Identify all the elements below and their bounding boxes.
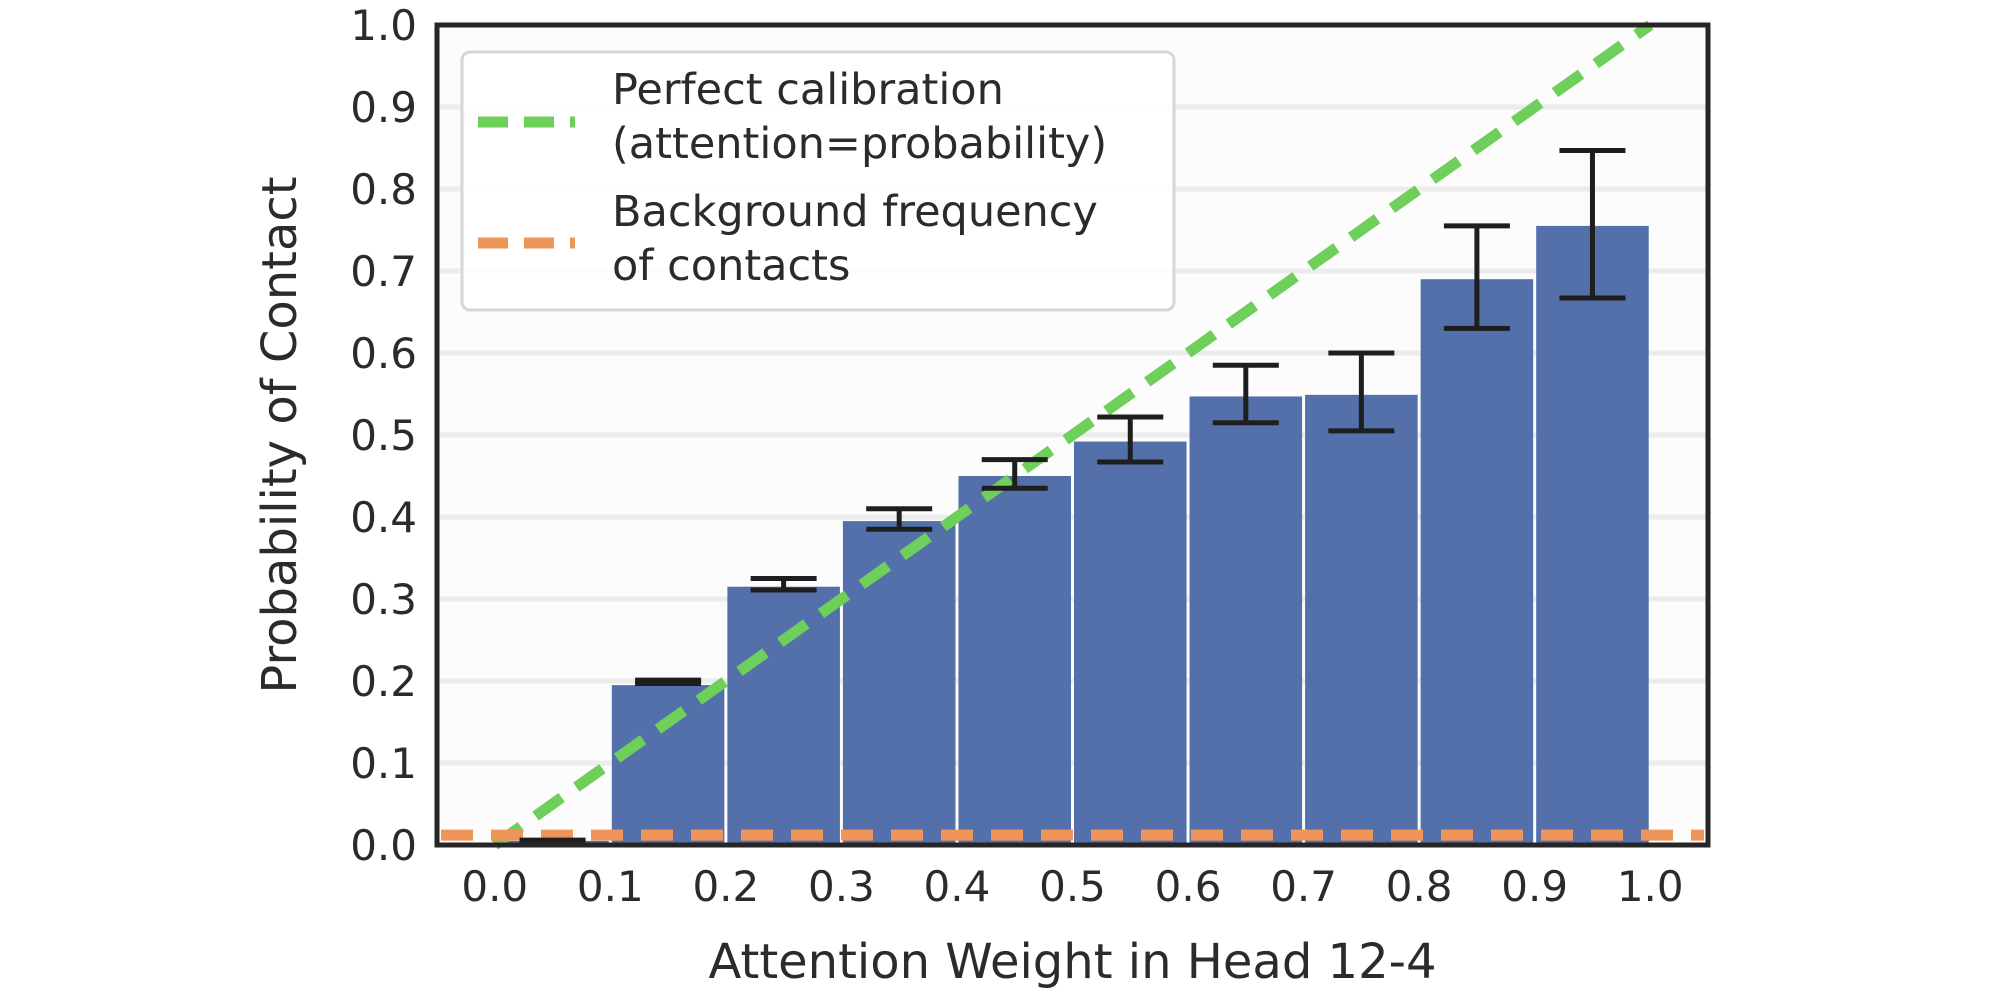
bar-6 — [1189, 396, 1303, 845]
y-tick-label-2: 0.2 — [350, 657, 417, 706]
bar-1 — [611, 685, 725, 845]
error-bar-2 — [750, 576, 817, 593]
error-bar-4 — [981, 457, 1048, 491]
x-tick-label-5: 0.5 — [1039, 862, 1106, 911]
legend-label-background-line2: of contacts — [612, 241, 850, 291]
legend-label-calibration-line2: (attention=probability) — [612, 119, 1107, 169]
x-tick-label-7: 0.7 — [1270, 862, 1337, 911]
bar-3 — [842, 521, 956, 845]
bar-7 — [1305, 394, 1418, 845]
y-axis-label: Probability of Contact — [252, 176, 308, 693]
bar-8 — [1420, 279, 1534, 845]
legend-label-background-line1: Background frequency — [612, 187, 1098, 237]
y-tick-label-8: 0.8 — [350, 165, 417, 214]
perfect-calibration-line — [491, 20, 1654, 850]
x-tick-label-4: 0.4 — [924, 862, 991, 911]
y-tick-label-4: 0.4 — [350, 493, 417, 542]
x-axis-label: Attention Weight in Head 12-4 — [709, 934, 1437, 990]
y-tick-label-6: 0.6 — [350, 329, 417, 378]
error-bar-6 — [1212, 362, 1279, 426]
x-tick-labels: 0.0 0.1 0.2 0.3 0.4 0.5 0.6 0.7 0.8 0.9 1.0 — [461, 862, 1683, 911]
legend-label-calibration-line1: Perfect calibration — [612, 65, 1004, 115]
bar-5 — [1074, 441, 1187, 845]
error-bar-3 — [866, 506, 933, 532]
x-tick-label-6: 0.6 — [1155, 862, 1222, 911]
plot-frame — [434, 22, 1711, 848]
x-tick-label-10: 1.0 — [1617, 862, 1684, 911]
y-tick-label-5: 0.5 — [350, 411, 417, 460]
x-tick-label-9: 0.9 — [1501, 862, 1568, 911]
error-bars — [519, 147, 1626, 846]
x-tick-label-8: 0.8 — [1386, 862, 1453, 911]
y-tick-label-0: 0.0 — [350, 821, 417, 870]
y-tick-label-7: 0.7 — [350, 247, 417, 296]
bars — [496, 225, 1649, 845]
y-tick-labels: 0.0 0.1 0.2 0.3 0.4 0.5 0.6 0.7 0.8 0.9 1.0 — [350, 1, 417, 870]
reference-lines — [441, 20, 1704, 850]
bar-9 — [1536, 225, 1649, 845]
x-tick-label-2: 0.2 — [692, 862, 759, 911]
y-tick-label-10: 1.0 — [350, 1, 417, 50]
x-tick-label-1: 0.1 — [577, 862, 644, 911]
error-bar-8 — [1443, 223, 1510, 331]
y-tick-label-3: 0.3 — [350, 575, 417, 624]
y-tick-label-9: 0.9 — [350, 83, 417, 132]
x-tick-label-0: 0.0 — [461, 862, 528, 911]
error-bar-9 — [1559, 147, 1626, 301]
error-bar-0 — [519, 837, 586, 846]
legend-box — [460, 50, 1176, 312]
x-tick-label-3: 0.3 — [808, 862, 875, 911]
y-tick-label-1: 0.1 — [350, 739, 417, 788]
error-bar-1 — [635, 677, 702, 686]
legend: Perfect calibration (attention=probabili… — [460, 50, 1176, 312]
bar-4 — [958, 476, 1071, 845]
error-bar-7 — [1328, 350, 1395, 434]
bar-2 — [727, 586, 840, 845]
error-bar-5 — [1097, 414, 1164, 465]
